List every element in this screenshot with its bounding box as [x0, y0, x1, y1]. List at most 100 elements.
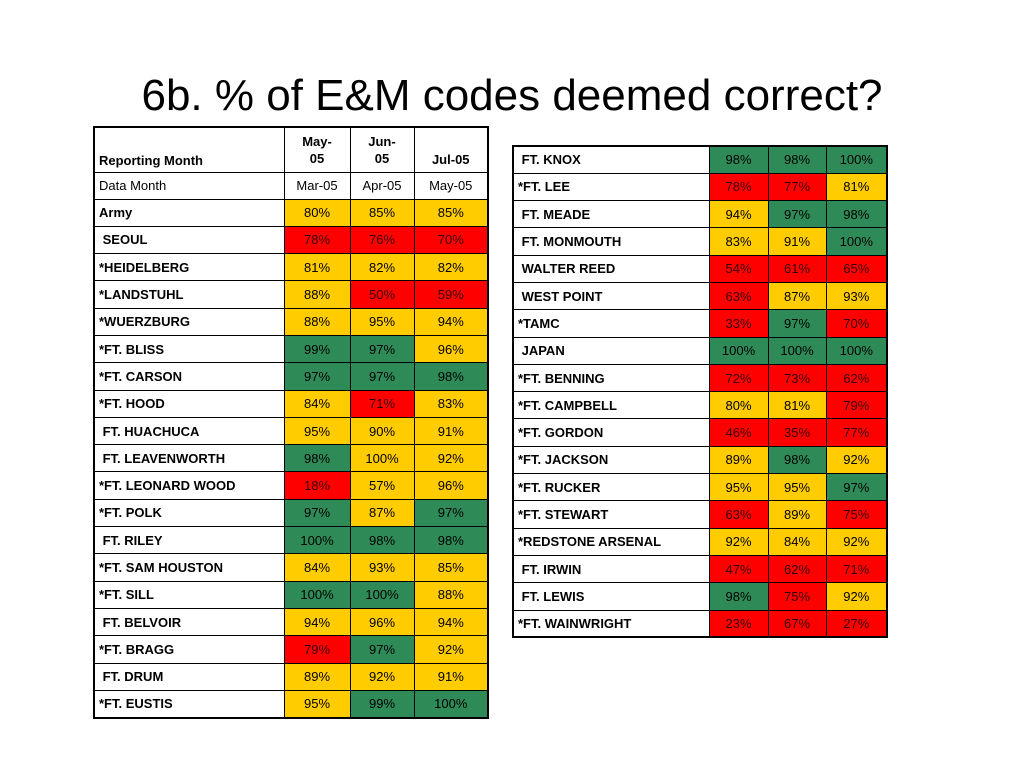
table-row: FT. KNOX 98% 98% 100% [512, 145, 888, 174]
percent-cell-month-2: 98% [349, 526, 415, 555]
percent-cell-month-2: 73% [767, 363, 827, 393]
table-row: *FT. CARSON 97% 97% 98% [93, 362, 489, 391]
facility-name: *FT. POLK [93, 498, 285, 528]
percent-cell-month-2: 62% [767, 554, 827, 584]
table-row: *REDSTONE ARSENAL 92% 84% 92% [512, 527, 888, 556]
percent-cell-month-3: 71% [825, 554, 888, 584]
percent-cell-month-3: 98% [825, 200, 888, 229]
percent-cell-month-1: 100% [283, 526, 351, 555]
percent-cell-month-1: 23% [708, 609, 769, 638]
percent-cell-month-2: 98% [767, 445, 827, 475]
facility-name: FT. LEWIS [512, 582, 710, 611]
percent-cell-month-2: 97% [767, 309, 827, 338]
table-row: *FT. CAMPBELL 80% 81% 79% [512, 391, 888, 420]
left-compliance-table: Reporting Month May- 05 Jun- 05 Jul-05 Dat… [93, 126, 489, 719]
percent-cell-month-1: 54% [708, 254, 769, 283]
percent-cell-month-2: 61% [767, 254, 827, 283]
percent-cell-month-1: 98% [283, 444, 351, 473]
facility-name: *FT. BLISS [93, 334, 285, 364]
percent-cell-month-3: 85% [413, 198, 489, 227]
facility-name: *FT. CARSON [93, 362, 285, 391]
percent-cell-month-3: 70% [413, 225, 489, 255]
percent-cell-month-3: 65% [825, 254, 888, 283]
facility-name: FT. RILEY [93, 526, 285, 555]
percent-cell-month-3: 88% [413, 580, 489, 609]
percent-cell-month-3: 77% [825, 418, 888, 447]
percent-cell-month-3: 92% [825, 445, 888, 475]
percent-cell-month-3: 75% [825, 500, 888, 529]
percent-cell-month-3: 62% [825, 363, 888, 393]
percent-cell-month-1: 79% [283, 635, 351, 664]
percent-cell-month-1: 94% [708, 200, 769, 229]
percent-cell-month-1: 97% [283, 498, 351, 528]
percent-cell-month-2: 97% [349, 362, 415, 391]
table-row: FT. MEADE 94% 97% 98% [512, 200, 888, 229]
table-row: FT. BELVOIR 94% 96% 94% [93, 607, 489, 637]
table-row: *FT. RUCKER 95% 95% 97% [512, 473, 888, 502]
percent-cell-month-2: 75% [767, 582, 827, 611]
percent-cell-month-1: 72% [708, 363, 769, 393]
percent-cell-month-3: 91% [413, 416, 489, 446]
facility-name: FT. IRWIN [512, 554, 710, 584]
percent-cell-month-2: 95% [349, 307, 415, 336]
data-month-label: Data Month [93, 171, 285, 200]
facility-name: *FT. LEONARD WOOD [93, 471, 285, 500]
facility-name: *FT. JACKSON [512, 445, 710, 475]
data-month-2: Apr-05 [349, 171, 415, 200]
table-row: *FT. SAM HOUSTON 84% 93% 85% [93, 553, 489, 582]
facility-name: *HEIDELBERG [93, 253, 285, 282]
percent-cell-month-1: 100% [283, 580, 351, 609]
percent-cell-month-3: 92% [825, 582, 888, 611]
percent-cell-month-2: 96% [349, 607, 415, 637]
table-row: *TAMC 33% 97% 70% [512, 309, 888, 338]
percent-cell-month-1: 63% [708, 500, 769, 529]
percent-cell-month-3: 98% [413, 362, 489, 391]
table-row: *FT. BLISS 99% 97% 96% [93, 334, 489, 364]
percent-cell-month-2: 91% [767, 227, 827, 256]
reporting-month-label: Reporting Month [93, 126, 285, 173]
table-row: *FT. SILL 100% 100% 88% [93, 580, 489, 609]
table-row: *WUERZBURG 88% 95% 94% [93, 307, 489, 336]
percent-cell-month-1: 99% [283, 334, 351, 364]
percent-cell-month-1: 78% [708, 172, 769, 202]
right-compliance-table: FT. KNOX 98% 98% 100% *FT. LEE 78% 77% 81% FT. … [512, 145, 888, 639]
facility-name: FT. KNOX [512, 145, 710, 174]
percent-cell-month-1: 80% [283, 198, 351, 227]
percent-cell-month-2: 35% [767, 418, 827, 447]
facility-name: FT. DRUM [93, 662, 285, 691]
percent-cell-month-3: 92% [825, 527, 888, 556]
table-row: JAPAN 100% 100% 100% [512, 336, 888, 365]
facility-name: *FT. SILL [93, 580, 285, 609]
percent-cell-month-3: 82% [413, 253, 489, 282]
percent-cell-month-2: 90% [349, 416, 415, 446]
percent-cell-month-1: 18% [283, 471, 351, 500]
data-month-row: Data Month Mar-05 Apr-05 May-05 [93, 171, 489, 200]
percent-cell-month-3: 59% [413, 280, 489, 309]
percent-cell-month-2: 76% [349, 225, 415, 255]
facility-name: *FT. GORDON [512, 418, 710, 447]
percent-cell-month-1: 81% [283, 253, 351, 282]
percent-cell-month-2: 81% [767, 391, 827, 420]
facility-name: *FT. SAM HOUSTON [93, 553, 285, 582]
table-row: *FT. JACKSON 89% 98% 92% [512, 445, 888, 475]
facility-name: *REDSTONE ARSENAL [512, 527, 710, 556]
data-month-3: May-05 [413, 171, 489, 200]
percent-cell-month-2: 92% [349, 662, 415, 691]
percent-cell-month-1: 94% [283, 607, 351, 637]
facility-name: FT. HUACHUCA [93, 416, 285, 446]
percent-cell-month-3: 100% [825, 227, 888, 256]
percent-cell-month-3: 92% [413, 635, 489, 664]
percent-cell-month-3: 97% [825, 473, 888, 502]
percent-cell-month-2: 67% [767, 609, 827, 638]
facility-name: Army [93, 198, 285, 227]
percent-cell-month-3: 94% [413, 607, 489, 637]
table-row: FT. LEAVENWORTH 98% 100% 92% [93, 444, 489, 473]
reporting-month-2: Jun- 05 [349, 126, 415, 173]
facility-name: WEST POINT [512, 281, 710, 311]
percent-cell-month-1: 46% [708, 418, 769, 447]
percent-cell-month-2: 97% [767, 200, 827, 229]
percent-cell-month-2: 97% [349, 334, 415, 364]
percent-cell-month-3: 100% [825, 145, 888, 174]
percent-cell-month-2: 100% [349, 580, 415, 609]
percent-cell-month-3: 83% [413, 389, 489, 418]
